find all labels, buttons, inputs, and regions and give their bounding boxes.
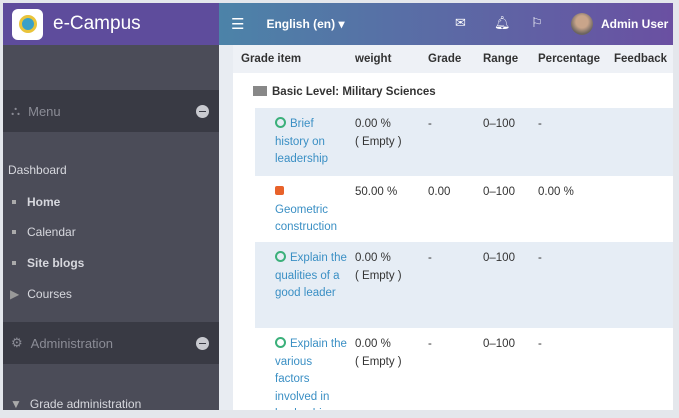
sidebar-item-site-blogs[interactable]: Site blogs [8,256,84,270]
sidebar-item-calendar[interactable]: Calendar [8,225,76,239]
category-row: Basic Level: Military Sciences [253,86,436,98]
table-row: Explain the qualities of a good leader 0… [255,242,673,328]
bullet-icon [12,200,16,204]
col-grade[interactable]: Grade [428,53,462,65]
caret-right-icon: ▶ [10,287,20,301]
bullet-icon [12,261,16,265]
grade-cell: 0.00 [428,186,451,198]
mail-icon[interactable]: ✉ [455,15,466,30]
grade-cell: - [428,252,432,264]
col-grade-item[interactable]: Grade item [241,53,302,65]
grade-cell: - [428,338,432,350]
brand[interactable]: e-Campus [3,3,219,45]
menu-icon[interactable]: ☰ [231,16,245,33]
col-weight[interactable]: weight [355,53,392,65]
range-cell: 0–100 [483,186,515,198]
table-row: Brief history on leadership 0.00 %( Empt… [255,108,673,176]
col-range[interactable]: Range [483,53,519,65]
table-row: Geometric construction 50.00 % 0.00 0–10… [255,176,673,242]
table-row: Explain the various factors involved in … [255,328,673,410]
sidebar: ⛬ Menu Dashboard Home Calendar Site blogs… [3,45,219,410]
label: Courses [27,287,72,301]
collapse-icon[interactable] [196,336,209,350]
grade-item-link[interactable]: Geometric construction [275,203,338,234]
avatar[interactable] [571,13,593,35]
range-cell: 0–100 [483,252,515,264]
caret-down-icon: ▼ [10,397,22,410]
range-cell: 0–100 [483,118,515,130]
sidebar-item-home[interactable]: Home [8,195,60,209]
admin-label: Administration [30,335,114,351]
label: Calendar [27,225,76,239]
weight-cell: 0.00 %( Empty ) [355,338,402,368]
assignment-icon [275,117,286,128]
assignment-icon [275,251,286,262]
sitemap-icon: ⛬ [11,103,21,118]
percentage-cell: - [538,118,542,130]
grade-table: Grade item weight Grade Range Percentage… [233,45,673,410]
sidebar-item-grade-administration[interactable]: ▼ Grade administration [8,397,141,410]
sidebar-item-courses[interactable]: ▶ Courses [8,287,72,301]
administration-section[interactable]: ⚙ Administration [3,322,219,364]
cogs-icon: ⚙ [11,335,23,350]
col-feedback[interactable]: Feedback [614,53,668,65]
grade-item-link[interactable]: Explain the various factors involved in … [275,338,347,410]
menu-section[interactable]: ⛬ Menu [3,90,219,132]
category-name: Basic Level: Military Sciences [272,86,436,98]
sidebar-item-dashboard[interactable]: Dashboard [8,163,67,177]
logo [12,8,43,40]
language-selector[interactable]: English (en) ▾ [266,17,345,31]
topbar: ☰ English (en) ▾ ✉ 🔔︎ ⚐ Admin User [219,3,673,45]
bell-icon[interactable]: 🔔︎ [494,15,511,30]
grade-item-link[interactable]: Brief history on leadership [275,118,329,165]
label: Dashboard [8,163,67,177]
grade-cell: - [428,118,432,130]
assignment-icon [275,337,286,348]
weight-cell: 0.00 %( Empty ) [355,118,402,148]
grade-item-link[interactable]: Explain the qualities of a good leader [275,252,347,299]
weight-cell: 50.00 % [355,186,398,198]
range-cell: 0–100 [483,338,515,350]
table-header: Grade item weight Grade Range Percentage… [233,45,673,73]
resource-icon [275,186,284,195]
menu-label: Menu [28,103,61,119]
col-percentage[interactable]: Percentage [538,53,601,65]
user-menu[interactable]: Admin User [601,17,669,31]
label: Grade administration [29,397,142,410]
label: Site blogs [27,256,85,270]
bullet-icon [12,230,16,234]
brand-name: e-Campus [53,13,141,34]
percentage-cell: - [538,252,542,264]
percentage-cell: 0.00 % [538,186,574,198]
label: Home [27,195,61,209]
weight-cell: 0.00 %( Empty ) [355,252,402,282]
collapse-icon[interactable] [196,104,209,118]
percentage-cell: - [538,338,542,350]
folder-icon [253,86,267,96]
flag-icon[interactable]: ⚐ [531,15,543,30]
